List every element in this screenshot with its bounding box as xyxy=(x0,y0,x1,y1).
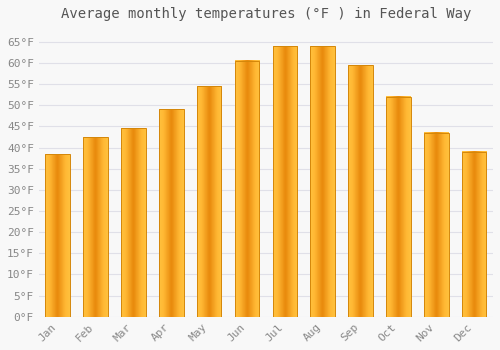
Bar xyxy=(272,46,297,317)
Bar xyxy=(310,46,335,317)
Bar xyxy=(348,65,373,317)
Bar xyxy=(84,137,108,317)
Bar xyxy=(386,97,410,317)
Bar xyxy=(46,154,70,317)
Bar xyxy=(234,61,260,317)
Bar xyxy=(197,86,222,317)
Bar xyxy=(121,128,146,317)
Bar xyxy=(462,152,486,317)
Bar xyxy=(159,110,184,317)
Title: Average monthly temperatures (°F ) in Federal Way: Average monthly temperatures (°F ) in Fe… xyxy=(60,7,471,21)
Bar xyxy=(424,133,448,317)
